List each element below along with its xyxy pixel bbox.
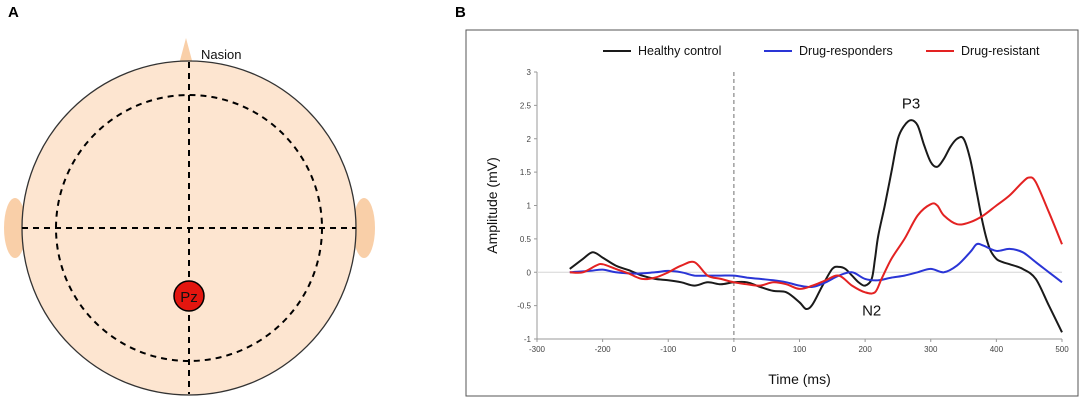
y-tick-label: 0.5 xyxy=(520,235,532,244)
x-axis-title: Time (ms) xyxy=(768,371,830,387)
y-tick-label: 2 xyxy=(527,135,532,144)
y-tick-label: 1 xyxy=(527,202,532,211)
x-tick-label: -300 xyxy=(529,345,546,354)
x-tick-label: 400 xyxy=(990,345,1004,354)
y-tick-label: 0 xyxy=(527,268,532,277)
y-tick-label: 3 xyxy=(527,68,532,77)
x-tick-label: -200 xyxy=(595,345,612,354)
x-tick-label: 200 xyxy=(858,345,872,354)
legend: Healthy control Drug-responders Drug-resis… xyxy=(603,44,1040,58)
y-tick-label: -1 xyxy=(524,335,532,344)
annotations: P3 N2 xyxy=(862,96,920,320)
x-tick-label: -100 xyxy=(660,345,677,354)
series-group xyxy=(569,119,1063,333)
series-line-healthy-control xyxy=(569,119,1063,333)
legend-entry-drug-resistant: Drug-resistant xyxy=(961,44,1040,58)
y-tick-label: -0.5 xyxy=(517,302,531,311)
x-tick-label: 100 xyxy=(793,345,807,354)
annotation-n2: N2 xyxy=(862,303,881,320)
x-tick-label: 0 xyxy=(732,345,737,354)
annotation-p3: P3 xyxy=(902,96,920,113)
x-tick-label: 500 xyxy=(1055,345,1069,354)
panel-a-label: A xyxy=(8,4,19,21)
y-axis-title: Amplitude (mV) xyxy=(484,157,500,253)
chart-frame xyxy=(465,29,1079,397)
x-tick-label: 300 xyxy=(924,345,938,354)
y-tick-label: 2.5 xyxy=(520,101,532,110)
legend-entry-healthy-control: Healthy control xyxy=(638,44,721,58)
y-tick-label: 1.5 xyxy=(520,168,532,177)
panel-b-label: B xyxy=(455,4,466,21)
legend-entry-drug-responders: Drug-responders xyxy=(799,44,893,58)
series-line-drug-resistant xyxy=(569,176,1063,295)
